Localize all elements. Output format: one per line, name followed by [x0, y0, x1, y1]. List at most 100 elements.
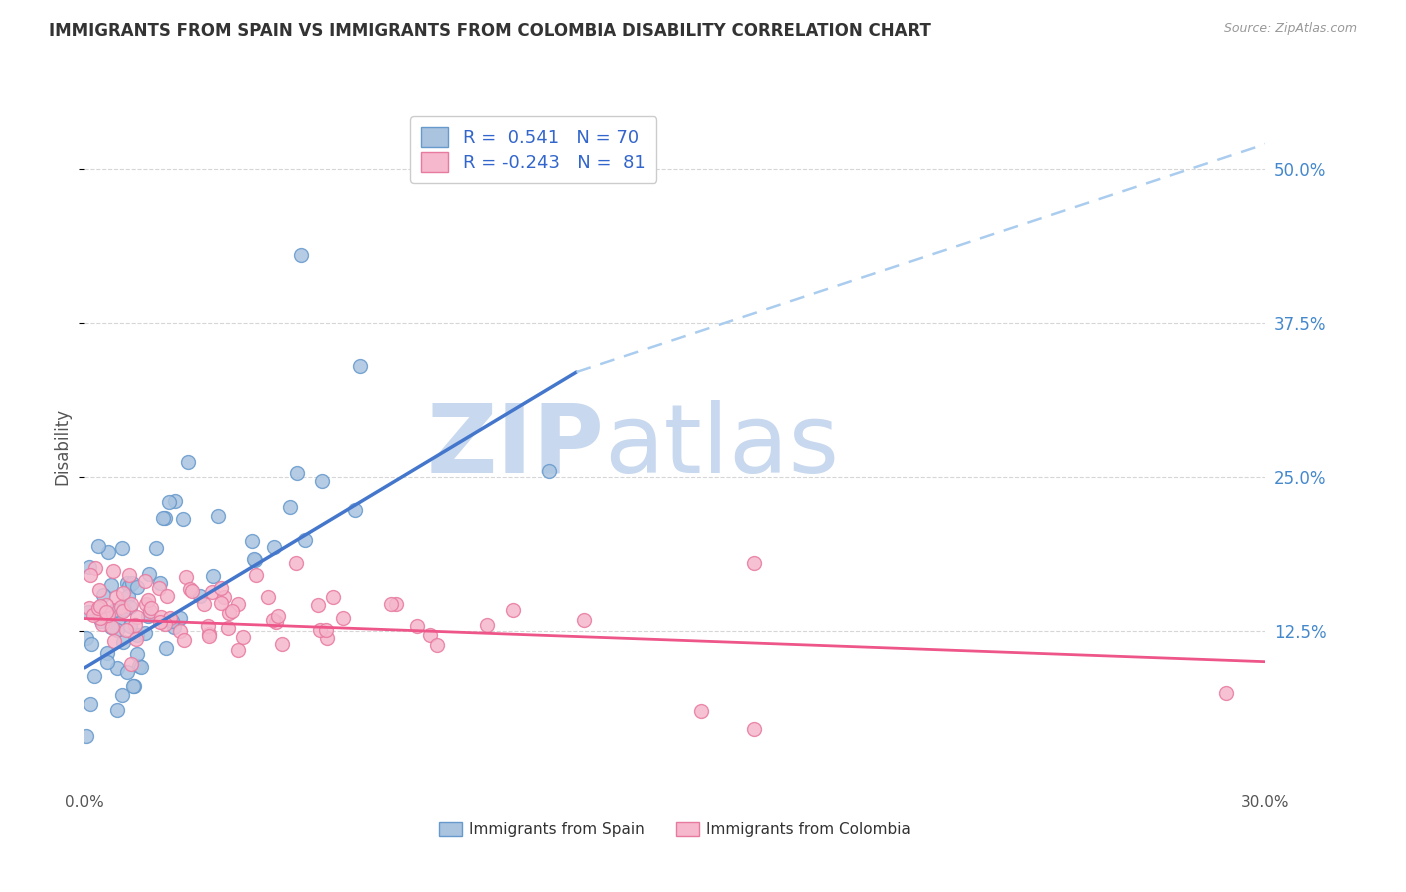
Point [101, 564, 124, 578]
Point [193, 597, 215, 611]
Point [112, 635, 135, 649]
Point [124, 618, 146, 632]
Point [82, 608, 104, 623]
Text: atlas: atlas [605, 400, 839, 492]
Point [152, 511, 174, 525]
Point [101, 619, 124, 633]
Point [136, 593, 159, 607]
Point [257, 590, 280, 604]
Point [105, 591, 128, 605]
Point [226, 643, 249, 657]
Point [136, 608, 159, 623]
Point [107, 616, 129, 631]
Point [153, 511, 176, 525]
Point [155, 640, 177, 655]
Point [79, 568, 101, 582]
Point [217, 621, 239, 635]
Point [96, 646, 118, 660]
Point [96, 655, 118, 669]
Point [128, 659, 150, 673]
Point [110, 600, 132, 615]
Point [94, 605, 117, 619]
Point [159, 611, 181, 625]
Text: IMMIGRANTS FROM SPAIN VS IMMIGRANTS FROM COLOMBIA DISABILITY CORRELATION CHART: IMMIGRANTS FROM SPAIN VS IMMIGRANTS FROM… [49, 22, 931, 40]
Point [266, 615, 288, 629]
Point [537, 464, 560, 478]
Point [155, 617, 177, 632]
Point [111, 541, 134, 555]
Point [426, 638, 449, 652]
Point [308, 623, 330, 637]
Point [138, 567, 160, 582]
Point [243, 553, 266, 567]
Point [134, 625, 156, 640]
Point [83, 561, 105, 575]
Point [218, 606, 240, 620]
Legend: R =  0.541   N = 70, R = -0.243   N =  81: R = 0.541 N = 70, R = -0.243 N = 81 [411, 116, 657, 183]
Point [174, 570, 197, 584]
Point [89, 611, 111, 625]
Point [111, 688, 134, 702]
Point [477, 618, 499, 632]
Point [266, 608, 288, 623]
Point [419, 628, 441, 642]
Point [114, 623, 136, 637]
Point [165, 494, 187, 508]
Point [118, 599, 141, 614]
Point [343, 502, 366, 516]
Point [121, 576, 143, 591]
Point [90, 602, 112, 616]
Point [574, 613, 596, 627]
Point [149, 615, 172, 629]
Point [163, 620, 186, 634]
Point [90, 614, 112, 628]
Point [139, 604, 162, 618]
Point [169, 611, 191, 625]
Point [122, 679, 145, 693]
Point [91, 616, 114, 631]
Point [100, 578, 122, 592]
Point [290, 248, 312, 262]
Point [79, 698, 101, 712]
Point [209, 582, 232, 596]
Point [198, 629, 221, 643]
Point [315, 623, 337, 637]
Point [96, 598, 118, 612]
Point [179, 582, 201, 597]
Point [406, 619, 429, 633]
Point [115, 576, 138, 591]
Point [278, 500, 301, 514]
Point [181, 584, 204, 599]
Point [135, 597, 157, 611]
Point [307, 598, 329, 612]
Point [89, 599, 111, 614]
Point [105, 660, 128, 674]
Point [173, 633, 195, 648]
Point [87, 539, 110, 553]
Point [125, 609, 148, 624]
Point [270, 637, 292, 651]
Point [75, 631, 97, 645]
Point [120, 657, 142, 672]
Point [75, 729, 97, 743]
Point [100, 619, 122, 633]
Point [87, 582, 110, 597]
Point [86, 601, 108, 615]
Point [202, 568, 225, 582]
Point [294, 533, 316, 547]
Point [122, 679, 145, 693]
Point [118, 579, 141, 593]
Point [120, 619, 142, 633]
Point [118, 568, 141, 582]
Point [125, 628, 148, 642]
Point [332, 611, 354, 625]
Point [285, 557, 308, 571]
Point [690, 704, 713, 718]
Point [285, 467, 308, 481]
Point [198, 627, 221, 641]
Text: ZIP: ZIP [426, 400, 605, 492]
Point [243, 552, 266, 566]
Point [1215, 685, 1237, 699]
Point [380, 597, 402, 611]
Point [120, 598, 142, 612]
